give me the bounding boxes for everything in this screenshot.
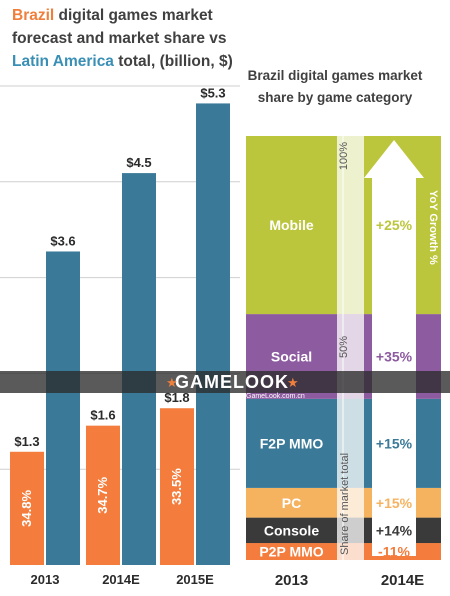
segment-label: Social — [271, 348, 312, 364]
stack-segment — [246, 487, 337, 518]
right-chart-title: Brazil digital games market share by game… — [248, 68, 423, 105]
yoy-label: +14% — [376, 522, 413, 538]
segment-label: Console — [264, 522, 319, 538]
y-tick-label: 50% — [338, 336, 350, 358]
gamelook-watermark: GAMELOOK★ ★ GameLook.com.cn — [0, 371, 450, 400]
stack-connector — [337, 136, 364, 315]
brazil-share-label: 34.7% — [95, 476, 110, 513]
segment-label: PC — [282, 495, 301, 511]
left-title-line: Latin America total, (billion, $) — [12, 53, 233, 70]
bar-latin-america — [122, 173, 156, 565]
y-tick-label: 100% — [338, 142, 350, 170]
yoy-label: +15% — [376, 435, 413, 451]
x-tick-label: 2013 — [31, 572, 60, 587]
left-title-segment: Brazil — [12, 7, 54, 24]
yoy-label: +25% — [376, 217, 413, 233]
bar-value-label: $3.6 — [50, 233, 75, 248]
growth-arrow-shape — [364, 140, 424, 556]
left-chart-bars: $1.3 34.8% $3.6 $1.6 34.7% $4.5 $1.8 33.5% $5.3 — [10, 85, 230, 566]
left-title-segment: digital games market — [54, 7, 213, 24]
right-chart-x-axis: 2013 2014E — [275, 572, 424, 589]
bar-brazil — [160, 408, 194, 565]
bar-brazil — [86, 425, 120, 565]
yoy-label: -11% — [378, 544, 410, 560]
bar-value-label: $5.3 — [200, 85, 225, 100]
star-icon: ★ — [287, 375, 299, 390]
stack-connector — [337, 398, 364, 488]
right-title-line: share by game category — [258, 90, 413, 105]
yoy-label: +35% — [376, 348, 413, 364]
segment-label: F2P MMO — [260, 435, 324, 451]
bar-latin-america — [46, 251, 80, 566]
yoy-label: +15% — [376, 495, 413, 511]
stack-segment — [246, 517, 337, 544]
bar-value-label: $1.8 — [164, 390, 189, 405]
bar-latin-america — [196, 103, 230, 565]
left-chart-title: Brazil digital games market forecast and … — [12, 7, 233, 70]
y-axis-label: Share of market total — [339, 453, 351, 555]
brazil-share-label: 34.8% — [19, 490, 34, 527]
stack-segment — [246, 543, 337, 560]
x-tick-label: 2015E — [176, 572, 214, 587]
growth-arrow-label: YoY Growth % — [427, 190, 439, 265]
watermark-subtext: GameLook.com.cn — [246, 393, 305, 400]
left-title-segment: total, (billion, $) — [114, 53, 233, 70]
left-title-line: forecast and market share vs — [12, 30, 227, 47]
x-tick-label: 2014E — [102, 572, 140, 587]
stack-connector — [337, 487, 364, 518]
segment-label: P2P MMO — [259, 544, 323, 560]
stack-connector — [337, 543, 364, 560]
x-tick-label: 2013 — [275, 572, 308, 589]
growth-arrow: YoY Growth % -11% +14% +15% +15% +35% +25% — [364, 140, 439, 560]
stack-segment — [246, 136, 337, 315]
bar-brazil — [10, 451, 44, 565]
watermark-text: GAMELOOK — [175, 372, 289, 392]
bar-value-label: $1.3 — [14, 434, 39, 449]
left-chart-x-axis: 2013 2014E 2015E — [31, 572, 215, 587]
right-chart-axis: 100% 50% Share of market total — [338, 136, 351, 560]
x-tick-label: 2014E — [381, 572, 424, 589]
left-title-line: Brazil digital games market — [12, 7, 213, 24]
stack-segment — [246, 398, 337, 488]
right-title-line: Brazil digital games market — [248, 68, 423, 83]
watermark-band — [0, 371, 450, 393]
stack-connector — [337, 517, 364, 544]
left-title-segment: Latin America — [12, 53, 114, 70]
left-title-segment: forecast and market share vs — [12, 30, 227, 47]
bar-value-label: $1.6 — [90, 408, 115, 423]
star-icon: ★ — [166, 375, 178, 390]
brazil-share-label: 33.5% — [169, 468, 184, 505]
bar-value-label: $4.5 — [126, 155, 151, 170]
segment-label: Mobile — [269, 217, 314, 233]
